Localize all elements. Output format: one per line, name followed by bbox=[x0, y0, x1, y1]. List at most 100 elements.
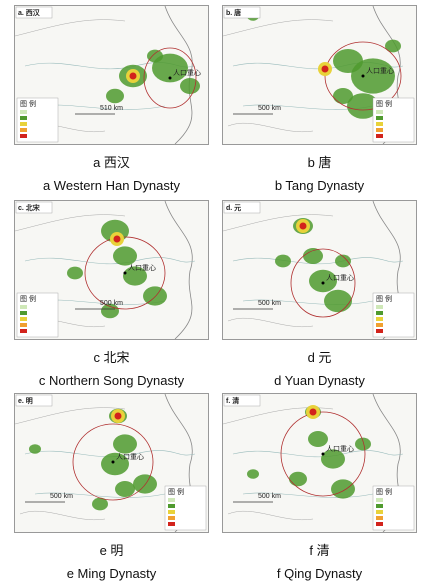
legend-swatch bbox=[20, 110, 27, 114]
caption-en: a Western Han Dynasty bbox=[42, 178, 181, 193]
density-area bbox=[289, 471, 307, 487]
scale-label: 500 km bbox=[258, 105, 281, 112]
density-area bbox=[351, 58, 395, 94]
border bbox=[223, 214, 334, 328]
legend-swatch bbox=[376, 522, 383, 526]
legend-swatch bbox=[168, 504, 175, 508]
map: 人口重心 b. 唐图 例 500 km bbox=[222, 5, 417, 145]
legend-title: 图 例 bbox=[168, 487, 184, 496]
caption-cn: b 唐 bbox=[307, 155, 332, 170]
caption-cn: e 明 bbox=[99, 543, 124, 558]
scale-label: 500 km bbox=[50, 493, 73, 500]
center-point bbox=[123, 271, 127, 275]
density-area bbox=[92, 497, 108, 511]
density-area bbox=[123, 266, 147, 286]
legend-swatch bbox=[20, 116, 27, 120]
center-label: 人口重心 bbox=[173, 69, 201, 77]
tag-box bbox=[223, 201, 261, 214]
center-point bbox=[361, 74, 365, 78]
density-area bbox=[331, 479, 355, 499]
density-area bbox=[147, 49, 163, 63]
map-panel: 人口重心 b. 唐图 例 500 km b 唐 b Tang Dynasty bbox=[222, 5, 417, 197]
density-area bbox=[308, 431, 328, 447]
legend-swatch bbox=[20, 128, 27, 132]
border bbox=[223, 407, 334, 521]
hotspot-inner bbox=[113, 235, 121, 243]
map: 人口重心 f. 清图 例 500 km bbox=[222, 393, 417, 533]
density-area bbox=[143, 286, 167, 306]
legend-swatch bbox=[168, 522, 175, 526]
density-area bbox=[385, 39, 401, 53]
border bbox=[223, 19, 334, 133]
density-area bbox=[115, 481, 135, 497]
legend-title: 图 例 bbox=[20, 294, 36, 303]
distribution-ellipse bbox=[72, 423, 154, 501]
hotspot-inner bbox=[129, 72, 137, 80]
hotspot-inner bbox=[321, 65, 329, 73]
caption-en: f Qing Dynasty bbox=[276, 566, 363, 581]
center-label: 人口重心 bbox=[326, 445, 354, 453]
scale-label: 500 km bbox=[258, 300, 281, 307]
map-panel: 人口重心 f. 清图 例 500 km f 清 f Qing Dynasty bbox=[222, 393, 417, 585]
legend-swatch bbox=[20, 305, 27, 309]
caption-en: e Ming Dynasty bbox=[66, 566, 157, 581]
density-area bbox=[101, 303, 119, 319]
legend-swatch bbox=[376, 311, 383, 315]
panel-tag: b. 唐 bbox=[226, 8, 241, 17]
legend-swatch bbox=[168, 498, 175, 502]
map: 人口重心 d. 元图 例 500 km bbox=[222, 200, 417, 340]
legend-swatch bbox=[376, 116, 383, 120]
legend-swatch bbox=[376, 134, 383, 138]
caption-cn: c 北宋 bbox=[93, 350, 130, 365]
tag-box bbox=[15, 201, 53, 214]
caption-en: c Northern Song Dynasty bbox=[38, 373, 185, 388]
scale-label: 500 km bbox=[100, 300, 123, 307]
caption-en: d Yuan Dynasty bbox=[274, 373, 365, 388]
center-point bbox=[321, 281, 325, 285]
density-area bbox=[247, 469, 259, 479]
coastline bbox=[164, 201, 193, 339]
legend-swatch bbox=[20, 329, 27, 333]
center-point bbox=[111, 460, 115, 464]
density-area bbox=[152, 53, 188, 83]
river bbox=[24, 450, 196, 498]
map-panel: 人口重心 c. 北宋图 例 500 km c 北宋 c Northern Song Dy… bbox=[14, 200, 209, 392]
tag-box bbox=[15, 6, 53, 19]
legend-swatch bbox=[376, 323, 383, 327]
map: 人口重心 a. 西汉图 例 510 km bbox=[14, 5, 209, 145]
legend-swatch bbox=[20, 122, 27, 126]
map: 人口重心 e. 明图 例 500 km bbox=[14, 393, 209, 533]
panel-tag: a. 西汉 bbox=[18, 8, 41, 17]
legend-title: 图 例 bbox=[376, 487, 392, 496]
distribution-ellipse bbox=[280, 411, 366, 497]
density-area bbox=[335, 254, 351, 268]
tag-box bbox=[223, 6, 261, 19]
tag-box bbox=[223, 394, 261, 407]
panel-tag: f. 清 bbox=[226, 396, 239, 405]
map: 人口重心 c. 北宋图 例 500 km bbox=[14, 200, 209, 340]
center-label: 人口重心 bbox=[116, 453, 144, 461]
legend-swatch bbox=[376, 516, 383, 520]
map-panel: 人口重心 e. 明图 例 500 km e 明 e Ming Dynasty bbox=[14, 393, 209, 585]
center-point bbox=[168, 76, 172, 80]
legend-swatch bbox=[20, 323, 27, 327]
legend-swatch bbox=[376, 317, 383, 321]
legend-title: 图 例 bbox=[20, 99, 36, 108]
coastline bbox=[164, 6, 193, 144]
density-area bbox=[355, 437, 371, 451]
legend-swatch bbox=[168, 516, 175, 520]
density-area bbox=[133, 474, 157, 494]
density-area bbox=[333, 88, 353, 104]
density-area bbox=[321, 449, 345, 469]
tag-box bbox=[15, 394, 53, 407]
legend-swatch bbox=[376, 305, 383, 309]
scale-label: 510 km bbox=[100, 105, 123, 112]
caption-cn: a 西汉 bbox=[93, 155, 130, 170]
density-area bbox=[303, 248, 323, 264]
panel-tag: d. 元 bbox=[226, 204, 241, 212]
density-area bbox=[324, 289, 352, 313]
map-panel: 人口重心 a. 西汉图 例 510 km a 西汉 a Western Han Dyna… bbox=[14, 5, 209, 197]
panel-tag: c. 北宋 bbox=[18, 203, 40, 212]
density-area bbox=[309, 269, 337, 293]
